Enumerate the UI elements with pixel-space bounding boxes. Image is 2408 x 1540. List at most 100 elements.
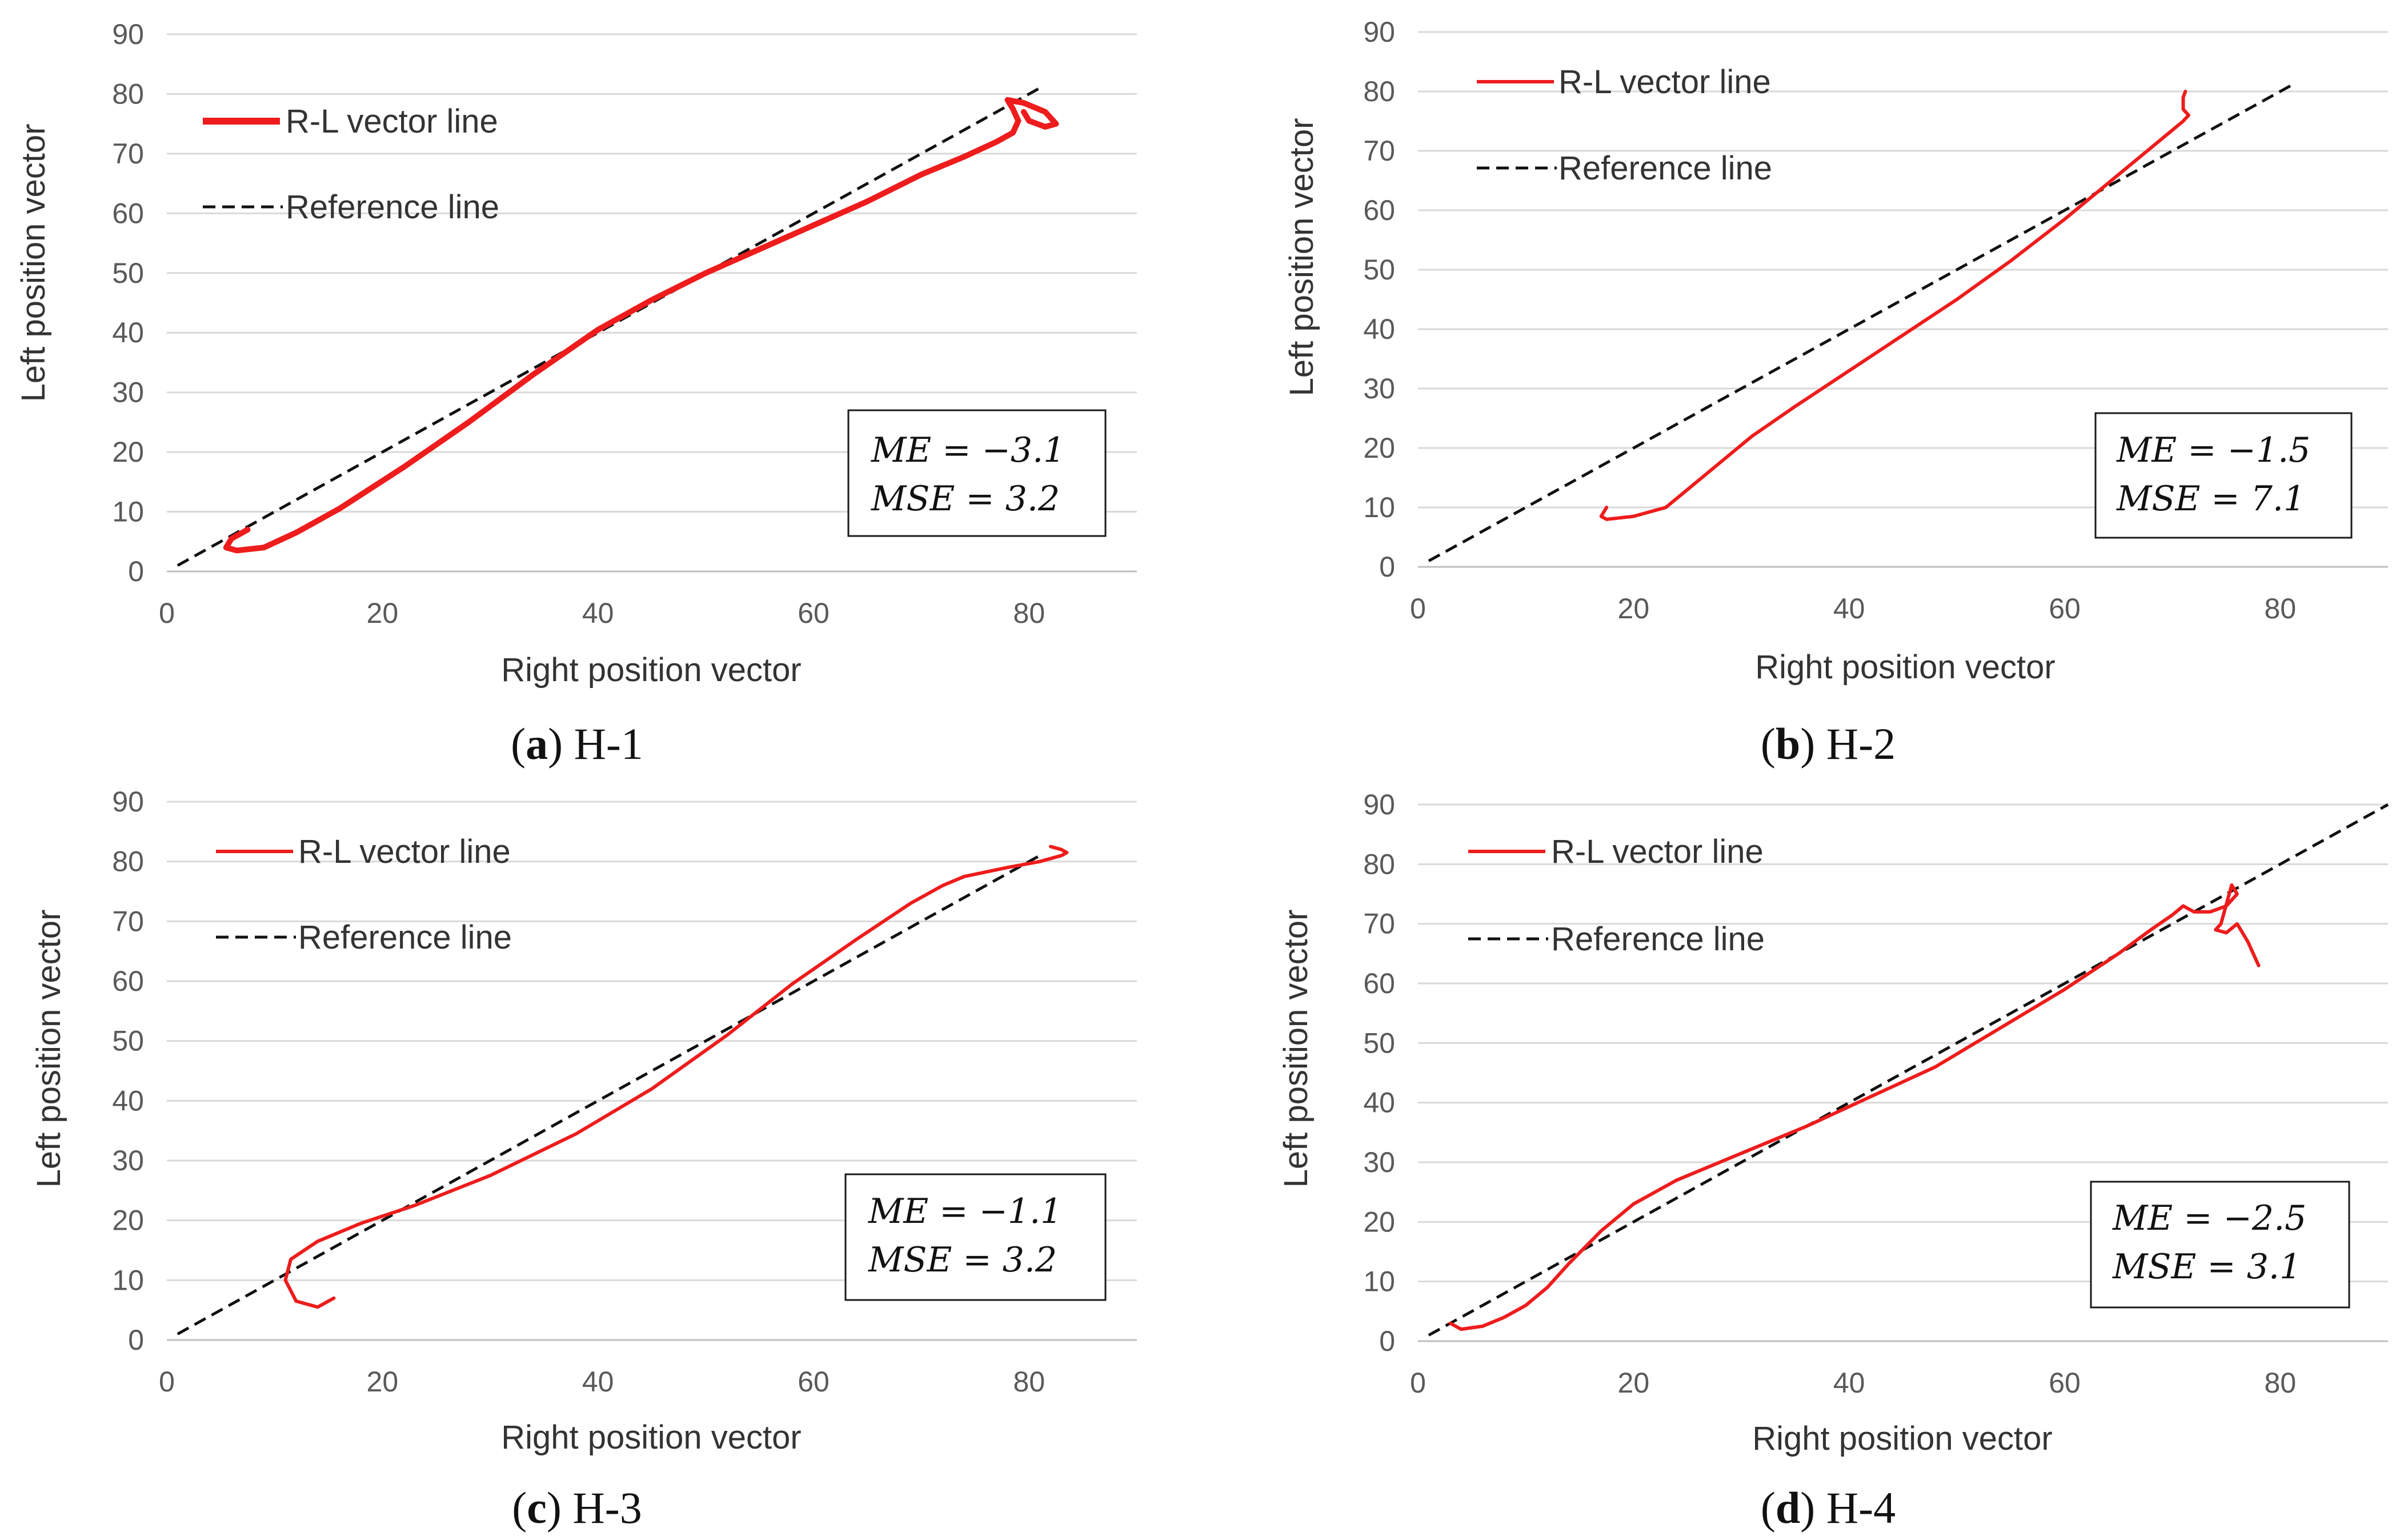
legend: R-L vector line Reference line (1477, 63, 1772, 187)
rl-vector-curve (223, 97, 1059, 554)
x-tick-label: 0 (159, 597, 175, 629)
y-tick-label: 10 (112, 496, 144, 528)
x-tick-label: 0 (159, 1366, 175, 1398)
panel-h1: 0 10 20 30 40 50 60 70 80 90 0 20 40 60 80 R-L vector… (15, 18, 1137, 769)
x-tick-label: 80 (2265, 1367, 2297, 1399)
y-tick-label: 70 (112, 138, 144, 170)
grid-lines (1418, 31, 2388, 509)
y-tick-label: 70 (112, 905, 144, 937)
x-tick-label: 40 (1833, 1367, 1865, 1399)
y-tick-label: 0 (1379, 1325, 1395, 1357)
legend-label-reference: Reference line (1551, 921, 1765, 958)
x-tick-labels: 0 20 40 60 80 (1410, 1367, 2296, 1399)
panel-h2: 0 10 20 30 40 50 60 70 80 90 0 20 40 60 80 R-L vector… (1283, 16, 2388, 769)
x-tick-label: 60 (798, 597, 830, 629)
y-tick-label: 40 (112, 317, 144, 349)
x-tick-label: 60 (2049, 593, 2081, 625)
y-tick-label: 50 (1363, 254, 1395, 286)
y-tick-label: 90 (1363, 789, 1395, 821)
y-tick-label: 10 (112, 1264, 144, 1296)
x-tick-label: 20 (1618, 1367, 1650, 1399)
x-tick-label: 40 (582, 1366, 614, 1398)
stat-me: ME = −2.5 (2112, 1198, 2306, 1238)
x-tick-label: 60 (798, 1366, 830, 1398)
stats-box: ME = −1.1 MSE = 3.2 (844, 1173, 1107, 1301)
x-axis-title: Right position vector (1755, 649, 2055, 686)
caption-name: H-2 (1826, 719, 1896, 769)
grid-lines (167, 33, 1137, 513)
panel-caption: (a) H-1 (511, 719, 643, 769)
x-tick-labels: 0 20 40 60 80 (159, 597, 1045, 629)
y-tick-label: 0 (128, 555, 144, 587)
caption-letter: d (1776, 1483, 1800, 1533)
y-tick-label: 60 (112, 197, 144, 229)
x-tick-label: 0 (1410, 1367, 1426, 1399)
stat-mse: MSE = 3.2 (868, 1240, 1057, 1280)
x-tick-label: 20 (1618, 593, 1650, 625)
y-axis-title: Left position vector (15, 124, 52, 402)
y-axis-title: Left position vector (1283, 118, 1320, 397)
caption-letter: b (1776, 719, 1800, 769)
stat-mse: MSE = 3.2 (871, 479, 1060, 519)
y-axis-title: Left position vector (1277, 910, 1315, 1188)
stats-box-frame (2094, 412, 2353, 539)
caption-letter: a (526, 719, 548, 769)
stats-box: ME = −2.5 MSE = 3.1 (2090, 1181, 2350, 1309)
y-tick-label: 50 (112, 257, 144, 289)
legend-label-reference: Reference line (286, 189, 499, 226)
stat-mse: MSE = 7.1 (2116, 479, 2305, 519)
y-tick-label: 10 (1363, 1266, 1395, 1298)
x-axis-title: Right position vector (501, 1419, 801, 1456)
y-tick-labels: 0 10 20 30 40 50 60 70 80 90 (112, 786, 144, 1356)
y-axis-title: Left position vector (30, 910, 67, 1188)
stat-mse: MSE = 3.1 (2112, 1247, 2301, 1287)
grid-lines (1418, 803, 2388, 1283)
y-tick-label: 30 (112, 1145, 144, 1177)
y-tick-labels: 0 10 20 30 40 50 60 70 80 90 (1363, 789, 1395, 1357)
rl-vector-curve (1599, 90, 2190, 521)
legend-label-reference: Reference line (298, 919, 512, 956)
stats-box: ME = −1.5 MSE = 7.1 (2094, 412, 2353, 539)
legend-label-rl-vector: R-L vector line (298, 833, 511, 870)
y-tick-label: 40 (1363, 313, 1395, 345)
legend: R-L vector line Reference line (203, 103, 499, 226)
legend-label-rl-vector: R-L vector line (1551, 833, 1764, 870)
x-tick-label: 0 (1410, 593, 1426, 625)
caption-name: H-3 (572, 1483, 642, 1533)
rl-vector-curve (283, 845, 1069, 1309)
y-tick-label: 60 (1363, 194, 1395, 226)
stat-me: ME = −1.5 (2116, 430, 2310, 470)
y-tick-labels: 0 10 20 30 40 50 60 70 80 90 (1363, 16, 1395, 583)
y-tick-label: 40 (1363, 1087, 1395, 1119)
y-tick-label: 70 (1363, 908, 1395, 940)
legend: R-L vector line Reference line (216, 833, 512, 956)
y-tick-label: 20 (1363, 432, 1395, 464)
stat-me: ME = −1.1 (868, 1191, 1062, 1231)
reference-line (1428, 84, 2292, 562)
y-tick-label: 90 (1363, 16, 1395, 48)
panel-h3: 0 10 20 30 40 50 60 70 80 90 0 20 40 60 80 R-L vector… (30, 786, 1137, 1533)
caption-name: H-4 (1826, 1483, 1896, 1533)
y-tick-label: 50 (1363, 1027, 1395, 1059)
x-tick-labels: 0 20 40 60 80 (159, 1366, 1045, 1398)
y-tick-label: 80 (1363, 848, 1395, 880)
x-axis-title: Right position vector (501, 651, 801, 689)
stats-box-frame (847, 409, 1107, 537)
x-tick-label: 40 (582, 597, 614, 629)
x-tick-label: 80 (1013, 1366, 1045, 1398)
rl-vector-curve (1448, 883, 2261, 1331)
x-tick-label: 20 (367, 1366, 399, 1398)
y-tick-label: 20 (112, 1205, 144, 1237)
y-tick-label: 30 (112, 377, 144, 409)
y-tick-label: 30 (1363, 1146, 1395, 1178)
x-tick-labels: 0 20 40 60 80 (1410, 593, 2296, 625)
stat-me: ME = −3.1 (871, 430, 1065, 470)
y-tick-label: 60 (1363, 967, 1395, 999)
y-tick-label: 40 (112, 1085, 144, 1117)
x-tick-label: 80 (2265, 593, 2297, 625)
y-tick-label: 80 (1363, 75, 1395, 107)
y-tick-label: 0 (1379, 551, 1395, 583)
panel-caption: (d) H-4 (1761, 1483, 1896, 1533)
panel-caption: (c) H-3 (512, 1483, 642, 1533)
